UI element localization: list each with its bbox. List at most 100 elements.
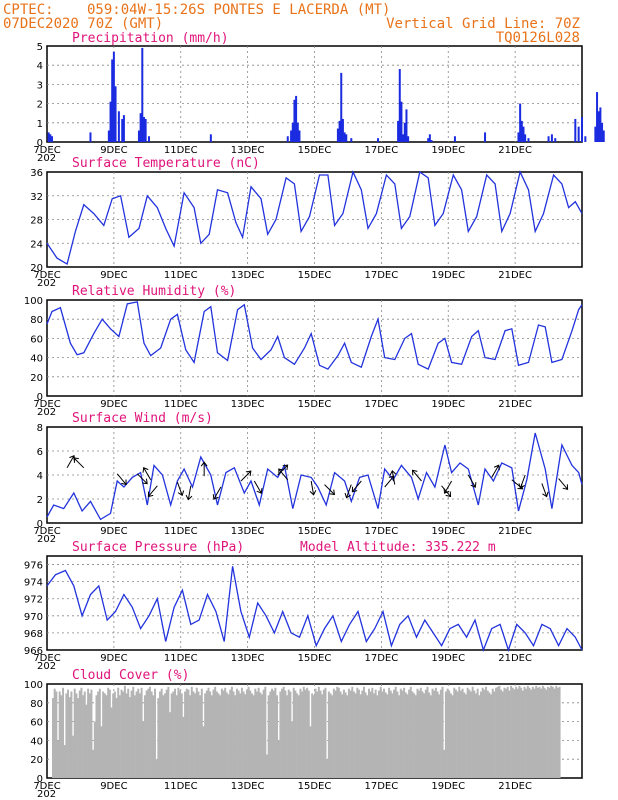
precip-bar	[427, 138, 430, 142]
precip-bar	[338, 120, 341, 142]
wind-ytick-label: 2	[37, 495, 43, 506]
cloud-bar	[379, 686, 382, 778]
temp-xtick-label: 7DEC	[33, 270, 60, 281]
pressure-title: Surface Pressure (hPa)	[72, 540, 244, 555]
cloud-bar	[373, 693, 375, 778]
cloud-bar	[321, 694, 324, 778]
cloud-ytick-label: 20	[30, 755, 43, 766]
cloud-bar	[165, 689, 168, 778]
cloud-bar	[219, 695, 222, 778]
wind-arrow-head	[142, 466, 149, 473]
cloud-bar	[480, 691, 482, 778]
cloud-bar	[513, 689, 516, 778]
precip-xtick-label: 21DEC	[498, 145, 532, 156]
precip-bar	[522, 126, 525, 142]
cloud-bar	[157, 698, 160, 778]
cloud-bar	[215, 691, 218, 778]
cloud-bar	[431, 688, 434, 778]
cloud-bar	[448, 690, 451, 778]
cloud-bar	[478, 695, 481, 778]
cloud-bar	[200, 688, 203, 778]
cloud-bar	[52, 698, 54, 778]
cloud-bar	[82, 695, 85, 778]
cloud-bar	[535, 685, 538, 778]
precip-bar	[296, 122, 299, 142]
cloud-bar	[60, 695, 63, 778]
cloud-bar	[279, 691, 282, 778]
cloud-bar	[128, 697, 131, 778]
cloud-bar	[327, 691, 330, 778]
cloud-bar	[227, 694, 230, 778]
cloud-bar	[473, 690, 476, 778]
wind-arrow-head	[542, 491, 549, 498]
precip-xtick-label: 11DEC	[164, 145, 198, 156]
precip-bar	[547, 136, 550, 142]
cloud-bar	[314, 688, 317, 778]
wind-arrow-shaft	[558, 478, 568, 490]
cloud-bar	[510, 685, 513, 778]
wind-arrow-head	[256, 488, 263, 494]
wind-direction-arrow-icon	[240, 470, 252, 482]
precip-bar	[147, 136, 150, 142]
cloud-bar	[459, 690, 462, 778]
precip-bar	[602, 130, 605, 142]
wind-arrow-shaft	[240, 470, 252, 482]
wind-arrow-head	[389, 469, 397, 476]
wind-arrow-shaft	[519, 474, 526, 489]
precip-bar	[112, 51, 115, 143]
wind-direction-arrow-icon	[389, 469, 397, 485]
wind-arrow-shaft	[213, 486, 222, 500]
pressure-xtick-label: 17DEC	[365, 653, 399, 664]
cloud-bar	[533, 688, 536, 778]
cloud-bar	[247, 686, 250, 778]
precip-bar	[137, 130, 140, 142]
precip-bar	[121, 118, 124, 142]
cloud-bar	[464, 694, 467, 778]
cloud-bar	[439, 689, 442, 778]
wind-direction-arrow-icon	[491, 464, 500, 478]
cloud-bar	[511, 687, 514, 778]
wind-arrow-shaft	[324, 484, 335, 495]
rh-year-stub: 202	[37, 407, 56, 418]
cloud-bar	[306, 687, 309, 778]
cloud-bar	[356, 687, 359, 778]
temp-xtick-label: 17DEC	[365, 270, 399, 281]
cloud-bar	[204, 693, 207, 778]
precip-xtick-label: 15DEC	[298, 145, 332, 156]
cloud-bar	[205, 690, 208, 778]
wind-arrow-head	[309, 490, 317, 496]
wind-arrow-head	[282, 464, 289, 471]
cloud-bar	[145, 690, 148, 778]
temp-ytick-label: 20	[30, 263, 43, 274]
cloud-bar	[234, 695, 237, 778]
cloud-bar	[154, 688, 156, 778]
precip-bar	[89, 132, 92, 142]
cloud-bar	[110, 707, 113, 778]
cloud-bar	[374, 689, 377, 778]
cloud-bar	[406, 694, 409, 778]
cloud-bar	[433, 690, 436, 778]
cloud-bar	[349, 690, 352, 778]
wind-direction-arrow-icon	[147, 485, 158, 498]
pressure-ytick-label: 974	[24, 578, 43, 589]
pressure-ytick-label: 966	[24, 646, 43, 657]
cloud-bar	[222, 690, 225, 778]
cloud-bar	[403, 687, 406, 778]
cloud-bar	[436, 691, 439, 778]
precip-bar	[584, 136, 587, 142]
cloud-bar	[508, 690, 511, 778]
precip-bar	[453, 136, 456, 142]
cloud-bar	[63, 745, 66, 778]
rh-xtick-label: 17DEC	[365, 399, 399, 410]
cloud-bar	[255, 691, 258, 778]
cloud-bar	[311, 693, 314, 778]
precip-bar	[49, 134, 52, 142]
precip-bar	[599, 107, 602, 142]
precip-bar	[47, 132, 50, 142]
cloud-bar	[476, 688, 479, 778]
cloud-bar	[262, 689, 265, 778]
cloud-bar	[287, 689, 290, 778]
wind-xtick-label: 11DEC	[164, 526, 198, 537]
wind-arrow-head	[73, 457, 79, 463]
cloud-bar	[449, 693, 452, 778]
